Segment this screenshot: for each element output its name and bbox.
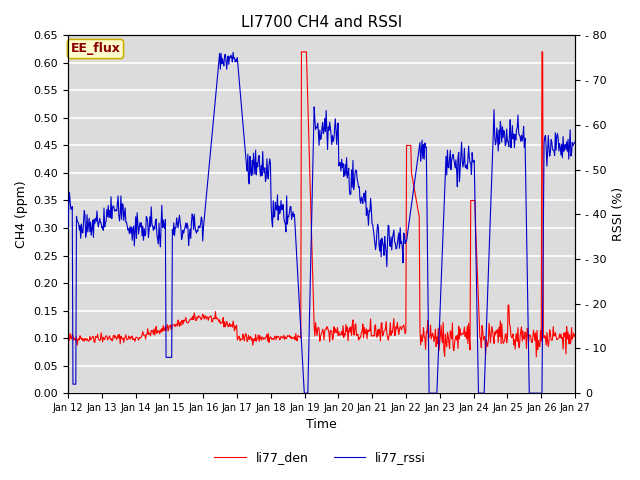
li77_den [74,342,81,348]
Legend: li77_den, li77_rssi: li77_den, li77_rssi [209,446,431,469]
li77_den [572,335,579,340]
li77_rssi [204,179,211,185]
li77_rssi [64,226,72,232]
li77_rssi [572,139,579,144]
Line: li77_rssi: li77_rssi [68,52,575,393]
li77_rssi [125,231,133,237]
li77_rssi [399,260,407,265]
li77_den [177,323,185,328]
X-axis label: Time: Time [306,419,337,432]
Line: li77_den: li77_den [68,52,575,357]
li77_rssi [385,222,392,228]
Y-axis label: RSSI (%): RSSI (%) [612,187,625,241]
li77_rssi [177,225,185,230]
li77_rssi [229,49,237,55]
li77_den [204,314,211,320]
li77_den [64,334,72,339]
li77_den [399,324,406,330]
li77_rssi [300,390,308,396]
li77_den [298,49,305,55]
li77_den [383,334,391,340]
li77_rssi [74,218,81,224]
Text: EE_flux: EE_flux [70,43,120,56]
Y-axis label: CH4 (ppm): CH4 (ppm) [15,180,28,248]
li77_den [532,354,540,360]
li77_den [125,335,133,340]
Title: LI7700 CH4 and RSSI: LI7700 CH4 and RSSI [241,15,402,30]
